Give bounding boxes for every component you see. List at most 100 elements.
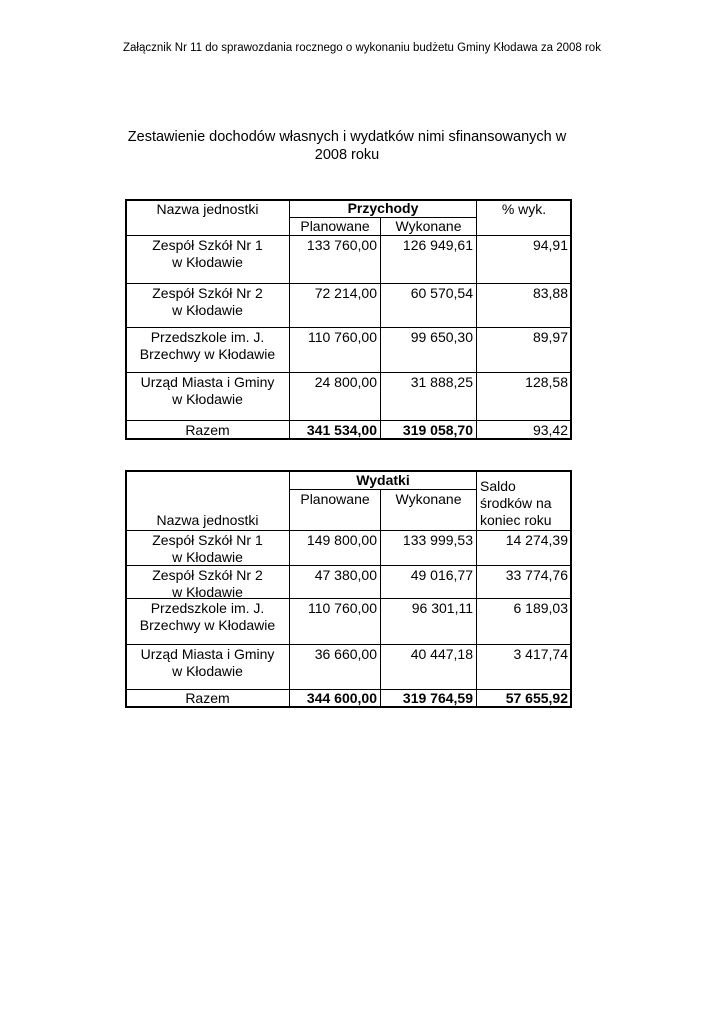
executed-value: 60 570,54 — [380, 283, 477, 328]
executed-value: 99 650,30 — [380, 327, 477, 373]
cell-text: Wydatki — [356, 471, 410, 488]
cell-text: koniec roku — [480, 512, 552, 528]
cell-text: 89,97 — [532, 329, 568, 345]
title-line: 2008 roku — [314, 147, 380, 163]
cell-text: Urząd Miasta i Gminy — [140, 646, 275, 662]
executed-value: 126 949,61 — [380, 235, 477, 284]
cell-text: Planowane — [300, 218, 370, 234]
cell-text: 47 380,00 — [314, 567, 377, 583]
percent-value: 94,91 — [476, 235, 572, 284]
balance-value: 33 774,76 — [476, 565, 572, 599]
cell-text: Planowane — [300, 491, 370, 507]
planned-value: 24 800,00 — [289, 372, 381, 421]
unit-name: Przedszkole im. J. Brzechwy w Kłodawie — [125, 598, 290, 645]
cell-text: 93,42 — [532, 421, 568, 438]
column-header: Nazwa jednostki — [125, 199, 290, 236]
cell-text: 133 999,53 — [402, 532, 473, 548]
planned-value: 110 760,00 — [289, 598, 381, 645]
balance-value: 14 274,39 — [476, 530, 572, 566]
column-group-header: Wydatki — [289, 470, 477, 490]
total-planned: 344 600,00 — [289, 689, 381, 708]
cell-text: 344 600,00 — [306, 690, 377, 706]
title-line: Zestawienie dochodów własnych i wydatków… — [127, 129, 567, 145]
cell-text: Zespół Szkół Nr 1 — [152, 237, 263, 253]
cell-text: 24 800,00 — [314, 374, 377, 390]
column-header: Saldo środków na koniec roku — [476, 470, 572, 531]
cell-text: 6 189,03 — [513, 600, 569, 616]
cell-text: 3 417,74 — [513, 646, 569, 662]
balance-value: 3 417,74 — [476, 644, 572, 690]
cell-text: 49 016,77 — [410, 567, 473, 583]
cell-text: 31 888,25 — [410, 374, 473, 390]
cell-text: 14 274,39 — [505, 532, 568, 548]
cell-text: Wykonane — [395, 218, 462, 234]
cell-text: Urząd Miasta i Gminy — [140, 374, 275, 390]
cell-text: Brzechwy w Kłodawie — [139, 346, 276, 362]
cell-text: środków na — [480, 495, 552, 511]
cell-text: 126 949,61 — [402, 237, 473, 253]
cell-text: Brzechwy w Kłodawie — [139, 617, 276, 633]
cell-text: 149 800,00 — [306, 532, 377, 548]
cell-text: 94,91 — [532, 237, 568, 253]
cell-text: w Kłodawie — [172, 663, 243, 679]
cell-text: Wykonane — [395, 491, 462, 507]
percent-value: 89,97 — [476, 327, 572, 373]
cell-text: Przychody — [347, 200, 419, 216]
planned-value: 133 760,00 — [289, 235, 381, 284]
column-header: % wyk. — [476, 199, 572, 236]
column-header: Planowane — [289, 217, 381, 236]
executed-value: 40 447,18 — [380, 644, 477, 690]
title: Zestawienie dochodów własnych i wydatków… — [100, 128, 594, 164]
cell-text: Razem — [185, 421, 230, 438]
cell-text: Nazwa jednostki — [156, 201, 259, 217]
column-header: Wykonane — [380, 489, 477, 531]
total-label: Razem — [125, 689, 290, 708]
total-percent: 93,42 — [476, 420, 572, 440]
cell-text: Zespół Szkół Nr 1 — [152, 532, 263, 548]
unit-name: Urząd Miasta i Gminy w Kłodawie — [125, 644, 290, 690]
executed-value: 96 301,11 — [380, 598, 477, 645]
cell-text: 110 760,00 — [307, 329, 377, 345]
cell-text: 57 655,92 — [505, 690, 568, 706]
balance-value: 6 189,03 — [476, 598, 572, 645]
planned-value: 149 800,00 — [289, 530, 381, 566]
planned-value: 110 760,00 — [289, 327, 381, 373]
cell-text: Saldo — [480, 478, 516, 494]
cell-text: Zespół Szkół Nr 2 — [152, 285, 263, 301]
cell-text: 83,88 — [532, 285, 568, 301]
cell-text: 33 774,76 — [505, 567, 568, 583]
cell-text: w Kłodawie — [172, 549, 243, 565]
cell-text: 341 534,00 — [306, 421, 377, 438]
cell-text: 319 764,59 — [402, 690, 473, 706]
total-executed: 319 058,70 — [380, 420, 477, 440]
cell-text: 110 760,00 — [307, 600, 377, 616]
cell-text: Przedszkole im. J. — [150, 600, 265, 616]
cell-text: 128,58 — [525, 374, 568, 390]
cell-text: 60 570,54 — [410, 285, 473, 301]
planned-value: 72 214,00 — [289, 283, 381, 328]
cell-text: Przedszkole im. J. — [150, 329, 265, 345]
cell-text: 133 760,00 — [306, 237, 377, 253]
column-header: Wykonane — [380, 217, 477, 236]
cell-text: 72 214,00 — [314, 285, 377, 301]
total-balance: 57 655,92 — [476, 689, 572, 708]
unit-name: Urząd Miasta i Gminy w Kłodawie — [125, 372, 290, 421]
unit-name: Przedszkole im. J. Brzechwy w Kłodawie — [125, 327, 290, 373]
cell-text: Nazwa jednostki — [156, 512, 259, 528]
percent-value: 83,88 — [476, 283, 572, 328]
cell-text: 40 447,18 — [410, 646, 473, 662]
cell-text: 36 660,00 — [314, 646, 377, 662]
executed-value: 49 016,77 — [380, 565, 477, 599]
page-header: Załącznik Nr 11 do sprawozdania rocznego… — [123, 42, 601, 54]
planned-value: 36 660,00 — [289, 644, 381, 690]
cell-text: Zespół Szkół Nr 2 — [152, 567, 263, 583]
cell-text: w Kłodawie — [172, 254, 243, 270]
executed-value: 31 888,25 — [380, 372, 477, 421]
column-header: Planowane — [289, 489, 381, 531]
cell-text: Razem — [185, 690, 230, 706]
